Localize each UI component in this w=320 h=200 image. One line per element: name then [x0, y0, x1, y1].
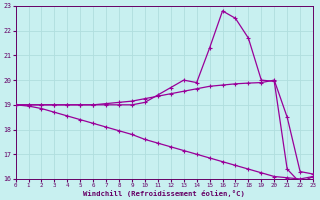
X-axis label: Windchill (Refroidissement éolien,°C): Windchill (Refroidissement éolien,°C) — [84, 190, 245, 197]
